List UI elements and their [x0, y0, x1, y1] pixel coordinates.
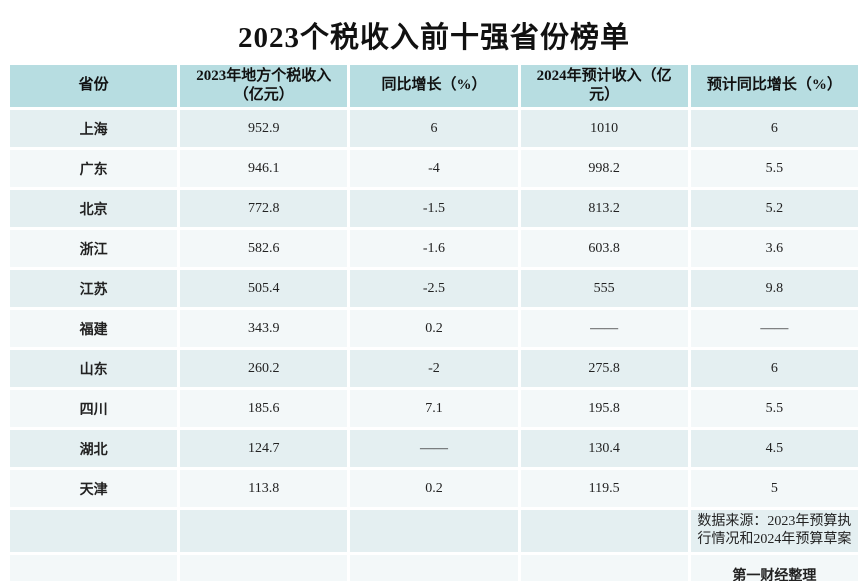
table-row: 湖北 124.7 —— 130.4 4.5 [10, 430, 858, 467]
cell-province: 北京 [10, 190, 178, 227]
header-cell-province: 省份 [10, 65, 178, 107]
cell-est-yoy-growth: 3.6 [690, 230, 858, 267]
empty-cell [350, 510, 518, 552]
cell-est-yoy-growth: 5.2 [690, 190, 858, 227]
cell-income-2024: 1010 [520, 110, 688, 147]
cell-yoy-growth: -1.6 [350, 230, 518, 267]
cell-province: 四川 [10, 390, 178, 427]
table-row: 山东 260.2 -2 275.8 6 [10, 350, 858, 387]
header-cell-est-yoy-growth: 预计同比增长（%） [690, 65, 858, 107]
cell-yoy-growth: 6 [350, 110, 518, 147]
cell-yoy-growth: -2 [350, 350, 518, 387]
cell-yoy-growth: 0.2 [350, 310, 518, 347]
cell-income-2023: 113.8 [180, 470, 348, 507]
cell-income-2024: 555 [520, 270, 688, 307]
page-title: 2023个税收入前十强省份榜单 [237, 22, 630, 54]
cell-income-2024: 119.5 [520, 470, 688, 507]
cell-yoy-growth: 7.1 [350, 390, 518, 427]
cell-income-2024: 998.2 [520, 150, 688, 187]
header-row: 省份 2023年地方个税收入（亿元） 同比增长（%） 2024年预计收入（亿元）… [10, 65, 858, 107]
empty-cell [180, 510, 348, 552]
cell-province: 福建 [10, 310, 178, 347]
cell-income-2024: —— [520, 310, 688, 347]
credit-note: 第一财经整理 [690, 555, 858, 581]
ranking-table: 省份 2023年地方个税收入（亿元） 同比增长（%） 2024年预计收入（亿元）… [7, 62, 861, 581]
cell-yoy-growth: 0.2 [350, 470, 518, 507]
cell-yoy-growth: —— [350, 430, 518, 467]
cell-est-yoy-growth: 9.8 [690, 270, 858, 307]
cell-income-2023: 582.6 [180, 230, 348, 267]
cell-income-2024: 813.2 [520, 190, 688, 227]
empty-cell [10, 555, 178, 581]
table-row: 浙江 582.6 -1.6 603.8 3.6 [10, 230, 858, 267]
cell-yoy-growth: -4 [350, 150, 518, 187]
cell-income-2023: 185.6 [180, 390, 348, 427]
cell-income-2023: 952.9 [180, 110, 348, 147]
empty-cell [520, 510, 688, 552]
cell-income-2023: 124.7 [180, 430, 348, 467]
cell-yoy-growth: -1.5 [350, 190, 518, 227]
empty-cell [520, 555, 688, 581]
cell-est-yoy-growth: 4.5 [690, 430, 858, 467]
table-row: 福建 343.9 0.2 —— —— [10, 310, 858, 347]
cell-income-2024: 275.8 [520, 350, 688, 387]
cell-province: 湖北 [10, 430, 178, 467]
table-row: 四川 185.6 7.1 195.8 5.5 [10, 390, 858, 427]
header-cell-yoy-growth: 同比增长（%） [350, 65, 518, 107]
empty-cell [10, 510, 178, 552]
cell-est-yoy-growth: 5 [690, 470, 858, 507]
cell-province: 山东 [10, 350, 178, 387]
cell-income-2023: 343.9 [180, 310, 348, 347]
header-cell-income-2024: 2024年预计收入（亿元） [520, 65, 688, 107]
source-note: 数据来源：2023年预算执行情况和2024年预算草案 [690, 510, 858, 552]
table-row: 天津 113.8 0.2 119.5 5 [10, 470, 858, 507]
table-row: 广东 946.1 -4 998.2 5.5 [10, 150, 858, 187]
empty-cell [180, 555, 348, 581]
cell-province: 天津 [10, 470, 178, 507]
cell-province: 浙江 [10, 230, 178, 267]
source-note-row: 数据来源：2023年预算执行情况和2024年预算草案 [10, 510, 858, 552]
cell-income-2024: 130.4 [520, 430, 688, 467]
cell-est-yoy-growth: 5.5 [690, 390, 858, 427]
cell-est-yoy-growth: 5.5 [690, 150, 858, 187]
cell-est-yoy-growth: 6 [690, 110, 858, 147]
cell-income-2023: 946.1 [180, 150, 348, 187]
cell-province: 上海 [10, 110, 178, 147]
cell-income-2024: 603.8 [520, 230, 688, 267]
cell-province: 广东 [10, 150, 178, 187]
table-row: 上海 952.9 6 1010 6 [10, 110, 858, 147]
header-cell-income-2023: 2023年地方个税收入（亿元） [180, 65, 348, 107]
cell-province: 江苏 [10, 270, 178, 307]
cell-est-yoy-growth: 6 [690, 350, 858, 387]
cell-income-2023: 260.2 [180, 350, 348, 387]
cell-income-2023: 772.8 [180, 190, 348, 227]
cell-est-yoy-growth: —— [690, 310, 858, 347]
cell-yoy-growth: -2.5 [350, 270, 518, 307]
cell-income-2023: 505.4 [180, 270, 348, 307]
cell-income-2024: 195.8 [520, 390, 688, 427]
table-row: 江苏 505.4 -2.5 555 9.8 [10, 270, 858, 307]
empty-cell [350, 555, 518, 581]
table-row: 北京 772.8 -1.5 813.2 5.2 [10, 190, 858, 227]
credit-row: 第一财经整理 [10, 555, 858, 581]
